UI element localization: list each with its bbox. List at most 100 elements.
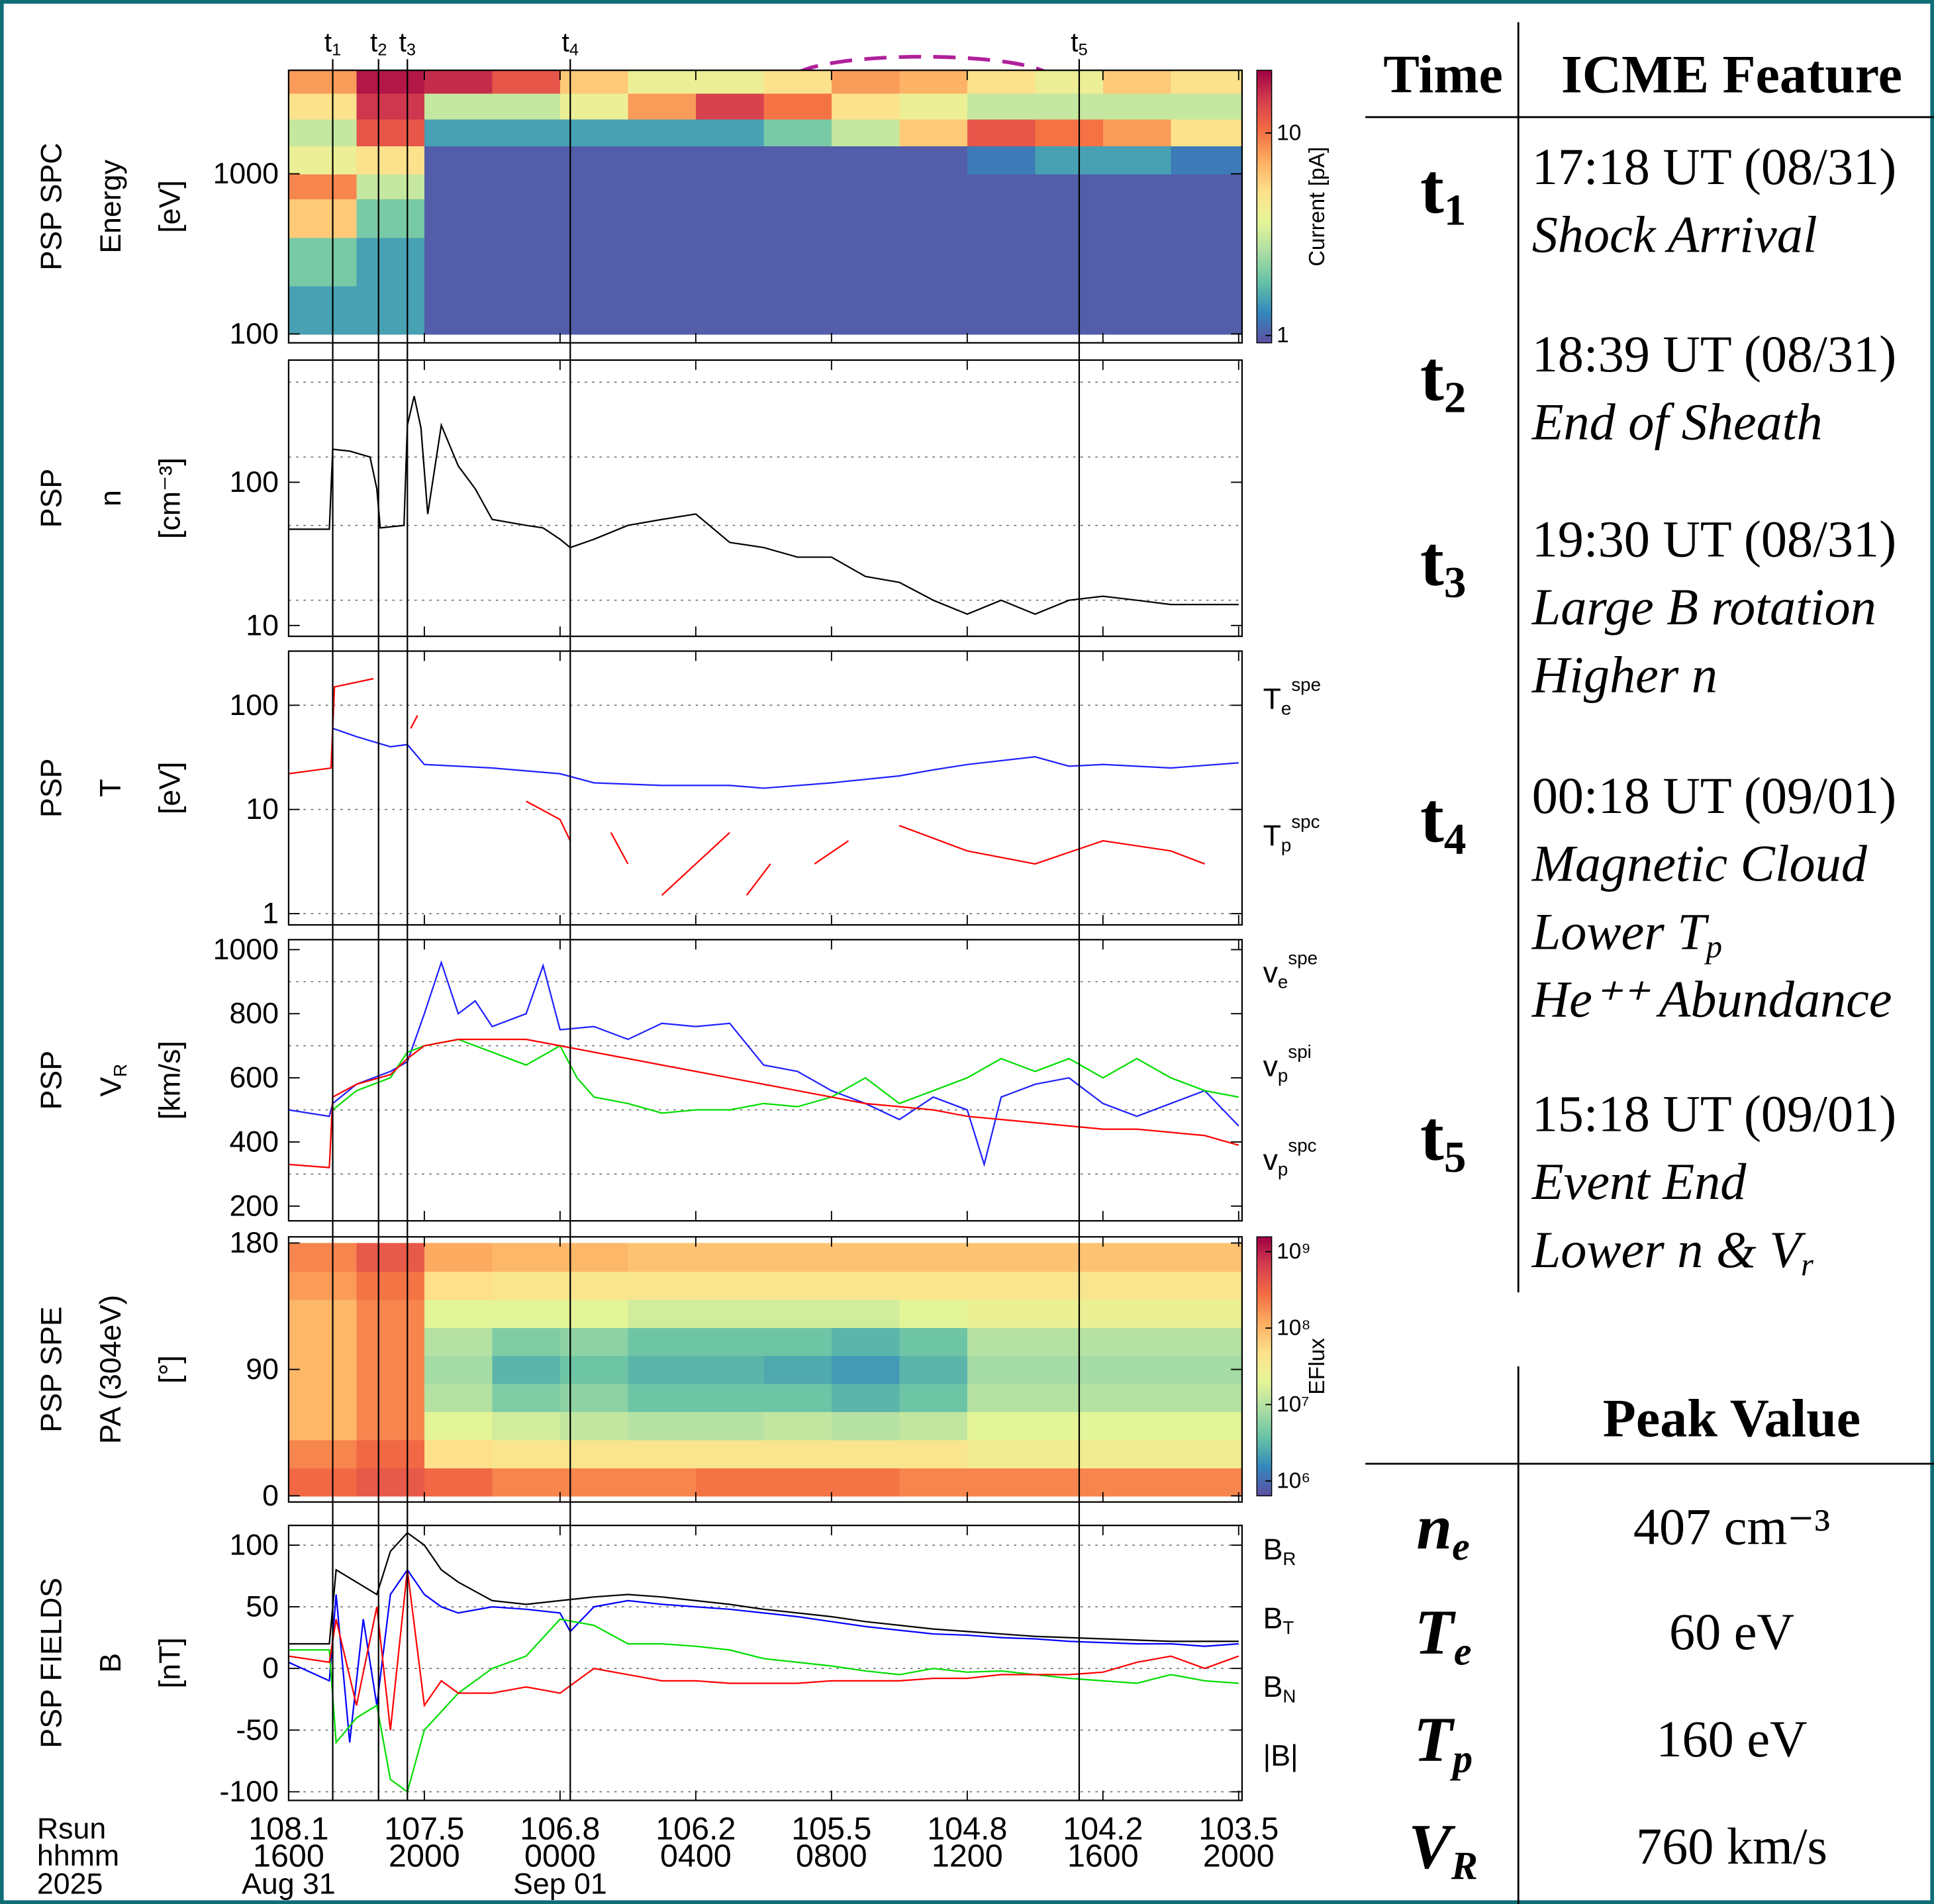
y-tick-label: 100	[229, 1529, 279, 1561]
heatmap-cell	[763, 1411, 832, 1441]
table-marker: t3	[1420, 522, 1466, 607]
y-tick-label: -100	[220, 1776, 279, 1808]
heatmap-cell	[424, 70, 493, 94]
x-tick-label: 1200	[932, 1838, 1003, 1874]
heatmap-cell	[492, 1411, 561, 1441]
event-marker-label-main: t	[324, 26, 332, 57]
legend-entry: vpspi	[1263, 1041, 1312, 1086]
y-axis-label: n	[95, 490, 127, 506]
table-time: 15:18 UT (09/01)	[1532, 1085, 1896, 1143]
heatmap-cell	[967, 1383, 1036, 1413]
y-axis-label: PSP SPC	[36, 143, 68, 271]
heatmap-cell	[763, 1355, 832, 1384]
y-tick-label: 0	[262, 1652, 279, 1685]
heatmap-cell	[492, 119, 561, 146]
heatmap-cell	[831, 1411, 900, 1441]
heatmap-cell	[288, 198, 358, 238]
heatmap-cell	[492, 237, 561, 287]
heatmap-cell	[1035, 173, 1104, 199]
legend-entry-main: v	[1263, 1050, 1279, 1082]
heatmap-cell	[288, 285, 358, 335]
heatmap-cell	[899, 1411, 968, 1441]
heatmap-cell	[1102, 1355, 1172, 1384]
legend-entry-sub: e	[1278, 971, 1288, 992]
heatmap-cell	[831, 1299, 900, 1328]
heatmap-cell	[763, 1327, 832, 1357]
heatmap-cell	[1035, 1271, 1104, 1300]
heatmap-cell	[967, 237, 1036, 287]
peak-value: 160 eV	[1656, 1710, 1807, 1768]
heatmap-cell	[356, 1327, 425, 1357]
peak-symbol-sub: R	[1451, 1843, 1478, 1887]
heatmap-cell	[559, 119, 629, 146]
heatmap-cell	[967, 1327, 1036, 1357]
event-marker-label-main: t	[370, 26, 378, 57]
heatmap-cell	[763, 70, 832, 94]
heatmap-cell	[1102, 1271, 1172, 1300]
heatmap-cell	[1171, 93, 1242, 120]
x-tick-label: 2000	[389, 1838, 460, 1874]
heatmap-cell	[492, 1243, 561, 1272]
table-marker-main: t	[1420, 337, 1444, 416]
heatmap-cell	[628, 93, 697, 120]
heatmap-cell	[1102, 237, 1172, 287]
heatmap-cell	[559, 70, 629, 94]
heatmap-cell	[424, 1411, 493, 1441]
heatmap-cell	[492, 1271, 561, 1300]
heatmap-cell	[1102, 1327, 1172, 1357]
colorbar-tick-label: 10⁹	[1277, 1239, 1311, 1264]
event-marker-label-main: t	[561, 26, 569, 57]
plot-frame	[287, 359, 1243, 638]
heatmap-cell	[831, 173, 900, 199]
heatmap-cell	[1171, 1383, 1242, 1413]
heatmap-cell	[695, 1243, 765, 1272]
y-axis-label: [nT]	[154, 1637, 187, 1688]
heatmap-cell	[1102, 173, 1172, 199]
heatmap-cell	[831, 1271, 900, 1300]
heatmap-cell	[288, 93, 358, 120]
heatmap-cell	[356, 1439, 425, 1468]
heatmap-cell	[559, 173, 629, 199]
heatmap-cell	[492, 1383, 561, 1413]
heatmap-cell	[899, 1243, 968, 1272]
table-time: 17:18 UT (08/31)	[1532, 138, 1896, 195]
peak-symbol-main: n	[1416, 1492, 1452, 1562]
heatmap-cell	[424, 93, 493, 120]
x-tick-date: Aug 31	[242, 1868, 336, 1901]
y-axis-label: [eV]	[154, 762, 187, 814]
colorbar-tick-label: 1	[1277, 323, 1289, 348]
table-marker-main: t	[1420, 522, 1444, 600]
y-tick-label: -50	[236, 1714, 279, 1746]
heatmap-cell	[1171, 1327, 1242, 1357]
heatmap-cell	[695, 1327, 765, 1357]
heatmap-cell	[356, 1468, 425, 1497]
plot-area	[288, 70, 1242, 335]
heatmap-cell	[1035, 285, 1104, 335]
heatmap-cell	[288, 1327, 358, 1357]
heatmap-cell	[967, 1468, 1036, 1497]
heatmap-cell	[967, 1271, 1036, 1300]
legend-entry-sub: N	[1282, 1686, 1296, 1706]
heatmap-cell	[288, 1383, 358, 1413]
table-feature: Large B rotation	[1531, 578, 1876, 636]
y-axis-label: VR	[95, 1064, 130, 1097]
x-tick-date: Sep 01	[513, 1868, 607, 1901]
peak-symbol-main: V	[1408, 1811, 1456, 1881]
heatmap-cell	[967, 1299, 1036, 1328]
heatmap-cell	[967, 1355, 1036, 1384]
plot-area	[288, 1531, 1242, 1793]
heatmap-cell	[1035, 1243, 1104, 1272]
legend-entry: BT	[1263, 1602, 1294, 1637]
table-feature-sub: r	[1801, 1247, 1814, 1282]
heatmap-cell	[967, 93, 1036, 120]
heatmap-cell	[492, 1439, 561, 1468]
plot-frame	[287, 650, 1243, 926]
heatmap-cell	[1102, 145, 1172, 175]
heatmap-cell	[288, 70, 358, 94]
legend-entry-sub: p	[1278, 1065, 1288, 1085]
event-marker-label-main: t	[399, 26, 407, 57]
table-feature: Magnetic Cloud	[1531, 834, 1868, 892]
heatmap-cell	[899, 145, 968, 175]
table-marker-sub: 1	[1444, 185, 1466, 234]
heatmap-cell	[559, 1439, 629, 1468]
